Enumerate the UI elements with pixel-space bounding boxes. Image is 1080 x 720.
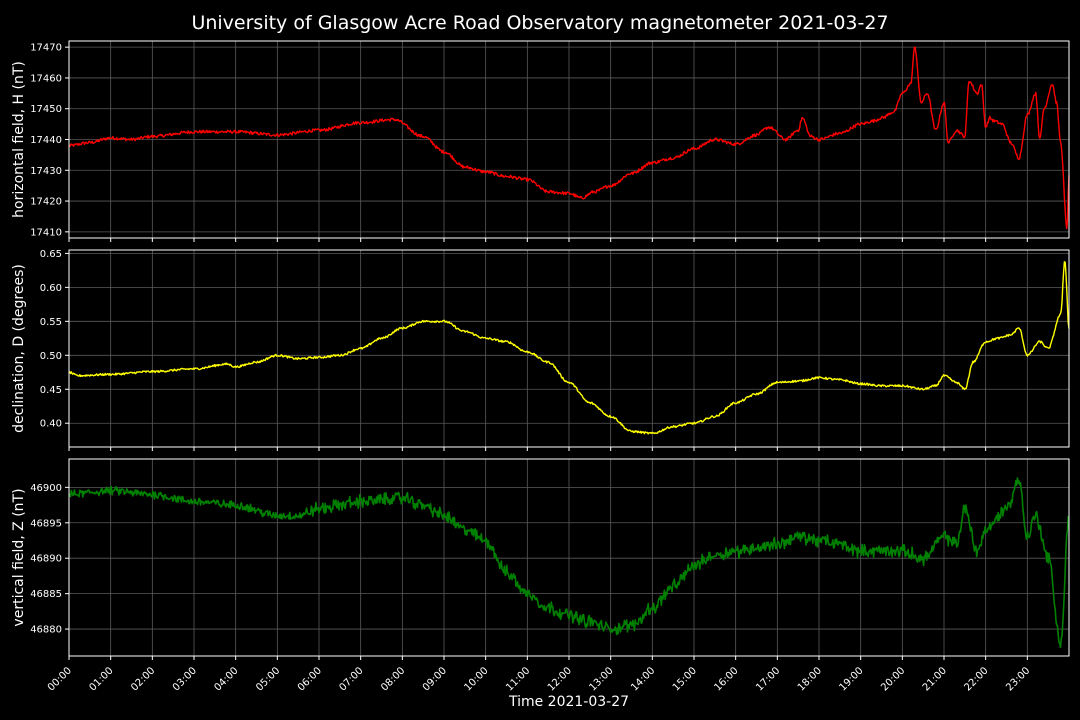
y-tick-label: 46890 — [30, 554, 62, 565]
x-tick-label: 11:00 — [504, 665, 532, 693]
x-tick-label: 07:00 — [338, 665, 366, 693]
plot-frame — [68, 249, 1070, 448]
chart-title: University of Glasgow Acre Road Observat… — [191, 12, 888, 34]
y-tick-label: 17420 — [30, 197, 62, 208]
x-tick-label: 14:00 — [629, 665, 657, 693]
y-tick-label: 46895 — [30, 518, 62, 529]
x-tick-label: 15:00 — [671, 665, 699, 693]
x-tick-label: 19:00 — [838, 665, 866, 693]
x-axis-label: Time 2021-03-27 — [508, 694, 629, 710]
x-tick-label: 18:00 — [796, 665, 824, 693]
x-tick-label: 23:00 — [1004, 665, 1032, 693]
y-tick-label: 0.40 — [40, 419, 62, 430]
panel-2: 0.40 0.45 0.50 0.55 0.60 0.65 declination, D (… — [11, 249, 1070, 451]
series-line — [68, 477, 1070, 649]
y-tick-label: 17460 — [30, 73, 62, 84]
x-tick-label: 05:00 — [254, 665, 282, 693]
y-tick-label: 0.60 — [40, 283, 62, 294]
y-axis-label: declination, D (degrees) — [11, 264, 27, 433]
x-tick-label: 10:00 — [463, 665, 491, 693]
x-tick-label: 17:00 — [754, 665, 782, 693]
x-tick-label: 16:00 — [713, 665, 741, 693]
y-tick-label: 0.50 — [40, 351, 62, 362]
panels-group: 17410 17420 17430 17440 17450 17460 17470horiz… — [11, 40, 1070, 693]
x-tick-label: 00:00 — [46, 665, 74, 693]
x-tick-label: 03:00 — [171, 665, 199, 693]
y-tick-label: 17470 — [30, 43, 62, 54]
x-tick-label: 20:00 — [879, 665, 907, 693]
x-tick-label: 04:00 — [213, 665, 241, 693]
y-tick-label: 17430 — [30, 166, 62, 177]
x-tick-label: 12:00 — [546, 665, 574, 693]
plot-frame — [68, 458, 1070, 657]
y-tick-label: 17450 — [30, 104, 62, 115]
panel-1: 17410 17420 17430 17440 17450 17460 17470horiz… — [11, 40, 1070, 242]
x-tick-label: 06:00 — [296, 665, 324, 693]
y-tick-label: 17410 — [30, 227, 62, 238]
y-axis-label: horizontal field, H (nT) — [11, 61, 27, 218]
series-line — [68, 261, 1070, 435]
x-tick-label: 21:00 — [921, 665, 949, 693]
x-tick-label: 13:00 — [588, 665, 616, 693]
x-tick-label: 02:00 — [129, 665, 157, 693]
plot-frame — [68, 40, 1070, 239]
y-tick-label: 46900 — [30, 483, 62, 494]
y-tick-label: 46880 — [30, 625, 62, 636]
y-axis-label: vertical field, Z (nT) — [11, 488, 27, 626]
x-tick-label: 22:00 — [963, 665, 991, 693]
x-tick-label: 01:00 — [88, 665, 116, 693]
y-tick-label: 0.55 — [40, 317, 62, 328]
y-tick-label: 46885 — [30, 589, 62, 600]
x-tick-label: 08:00 — [379, 665, 407, 693]
y-tick-label: 0.65 — [40, 249, 62, 260]
series-line — [68, 46, 1070, 230]
y-tick-label: 0.45 — [40, 385, 62, 396]
x-tick-label: 09:00 — [421, 665, 449, 693]
y-tick-label: 17440 — [30, 135, 62, 146]
